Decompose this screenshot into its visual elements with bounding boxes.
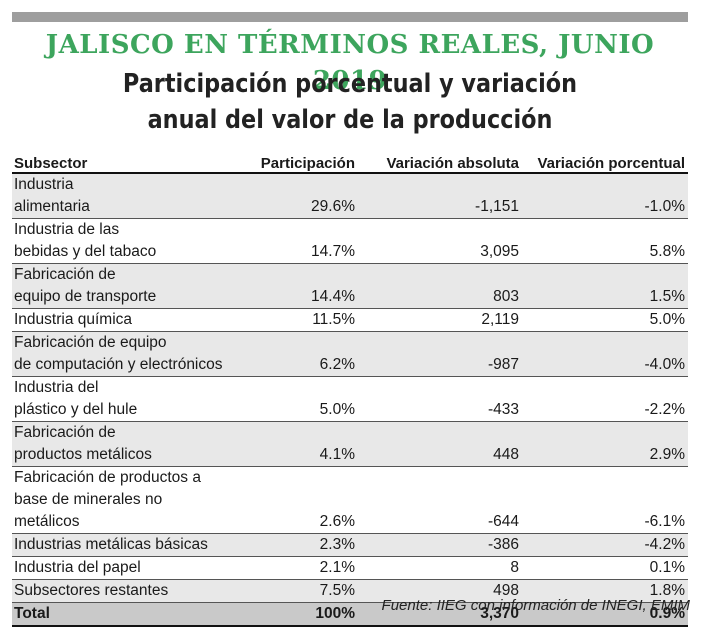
subsector-cell: Fabricación de equipo de computación y el… <box>12 331 232 377</box>
production-table: Subsector Participación Variación absolu… <box>12 151 688 627</box>
subsector-line-1: Industria química <box>14 311 133 328</box>
table-row: Industrias metálicas básicas 2.3% -386 -4.2… <box>12 533 688 557</box>
subsector-line-1: Industria del <box>14 379 99 396</box>
variacion-absoluta-cell: -644 <box>358 466 522 534</box>
participacion-cell: 4.1% <box>232 421 358 467</box>
participacion-cell: 29.6% <box>232 173 358 219</box>
variacion-porcentual-cell: -4.2% <box>522 533 688 557</box>
subsector-line-2: equipo de transporte <box>14 288 157 305</box>
table-row: Fabricación de productos metálicos 4.1% 448… <box>12 421 688 467</box>
variacion-absoluta-cell: -1,151 <box>358 173 522 219</box>
subsector-cell: Industria del plástico y del hule <box>12 376 232 422</box>
table-header-row: Subsector Participación Variación absolu… <box>12 151 688 174</box>
subsector-line-1: Fabricación de productos a <box>14 469 201 486</box>
table-row: Industria de las bebidas y del tabaco 14.7… <box>12 218 688 264</box>
subsector-line-2: de computación y electrónicos <box>14 356 223 373</box>
variacion-absoluta-cell: 448 <box>358 421 522 467</box>
variacion-porcentual-cell: 5.0% <box>522 308 688 332</box>
table-row: Subsectores restantes 7.5% 498 1.8% <box>12 579 688 603</box>
participacion-cell: 2.3% <box>232 533 358 557</box>
subsector-line-1: Industria <box>14 176 74 193</box>
subsector-line-2: base de minerales no metálicos <box>14 491 163 530</box>
subsector-line-1: Fabricación de <box>14 424 116 441</box>
subsector-cell: Industrias metálicas básicas <box>12 533 232 557</box>
participacion-cell: 2.1% <box>232 556 358 580</box>
participacion-cell: 7.5% <box>232 579 358 603</box>
column-header-variacion-absoluta: Variación absoluta <box>358 151 522 174</box>
variacion-absoluta-cell: -987 <box>358 331 522 377</box>
variacion-porcentual-cell: -6.1% <box>522 466 688 534</box>
subtitle-line-1: Participación porcentual y variación <box>122 69 578 99</box>
participacion-cell: 14.7% <box>232 218 358 264</box>
participacion-cell: 6.2% <box>232 331 358 377</box>
subsector-cell: Industria alimentaria <box>12 173 232 219</box>
variacion-absoluta-cell: 2,119 <box>358 308 522 332</box>
subsector-line-1: Industria de las <box>14 221 120 238</box>
variacion-porcentual-cell: 1.5% <box>522 263 688 309</box>
variacion-absoluta-cell: -386 <box>358 533 522 557</box>
total-variacion-absoluta: 3,370 <box>358 602 522 627</box>
subsector-line-1: Industria del papel <box>14 559 141 576</box>
subsector-line-2: bebidas y del tabaco <box>14 243 157 260</box>
subsector-line-2: plástico y del hule <box>14 401 138 418</box>
participacion-cell: 2.6% <box>232 466 358 534</box>
subsector-line-2: alimentaria <box>14 198 90 215</box>
participacion-cell: 5.0% <box>232 376 358 422</box>
subsector-line-2: productos metálicos <box>14 446 152 463</box>
subsector-cell: Industria del papel <box>12 556 232 580</box>
table-row: Fabricación de equipo de transporte 14.4% 8… <box>12 263 688 309</box>
subsector-cell: Fabricación de productos a base de minera… <box>12 466 232 534</box>
total-participacion: 100% <box>232 602 358 627</box>
table-row: Industria alimentaria 29.6% -1,151 -1.0% <box>12 173 688 219</box>
subsector-line-1: Fabricación de <box>14 266 116 283</box>
subsector-line-1: Subsectores restantes <box>14 582 169 599</box>
variacion-absoluta-cell: 3,095 <box>358 218 522 264</box>
column-header-participacion: Participación <box>232 151 358 174</box>
subsector-line-1: Industrias metálicas básicas <box>14 536 208 553</box>
participacion-cell: 11.5% <box>232 308 358 332</box>
variacion-porcentual-cell: -2.2% <box>522 376 688 422</box>
source-note: Fuente: IIEG con información de INEGI, E… <box>381 597 690 614</box>
variacion-porcentual-cell: -1.0% <box>522 173 688 219</box>
participacion-cell: 14.4% <box>232 263 358 309</box>
subsector-cell: Fabricación de equipo de transporte <box>12 263 232 309</box>
table-row: Fabricación de equipo de computación y el… <box>12 331 688 377</box>
variacion-porcentual-cell: 5.8% <box>522 218 688 264</box>
variacion-porcentual-cell: 0.1% <box>522 556 688 580</box>
total-row: Total 100% 3,370 0.9% <box>12 602 688 627</box>
column-header-subsector: Subsector <box>12 151 232 174</box>
variacion-absoluta-cell: 803 <box>358 263 522 309</box>
variacion-porcentual-cell: -4.0% <box>522 331 688 377</box>
variacion-porcentual-cell: 1.8% <box>522 579 688 603</box>
table-row: Industria química 11.5% 2,119 5.0% <box>12 308 688 332</box>
variacion-absoluta-cell: -433 <box>358 376 522 422</box>
column-header-variacion-porcentual: Variación porcentual <box>522 151 688 174</box>
subsector-cell: Fabricación de productos metálicos <box>12 421 232 467</box>
subsector-cell: Industria de las bebidas y del tabaco <box>12 218 232 264</box>
subsector-line-1: Fabricación de equipo <box>14 334 167 351</box>
top-bar <box>12 12 688 22</box>
variacion-absoluta-cell: 498 <box>358 579 522 603</box>
total-label: Total <box>12 602 232 627</box>
table-row: Industria del papel 2.1% 8 0.1% <box>12 556 688 580</box>
table-row: Industria del plástico y del hule 5.0% -433… <box>12 376 688 422</box>
subsector-cell: Subsectores restantes <box>12 579 232 603</box>
variacion-porcentual-cell: 2.9% <box>522 421 688 467</box>
subtitle-line-2: anual del valor de la producción <box>147 105 553 135</box>
headline-title: JALISCO EN TÉRMINOS REALES, JUNIO 2019 <box>45 30 655 96</box>
table-row: Fabricación de productos a base de minera… <box>12 466 688 534</box>
variacion-absoluta-cell: 8 <box>358 556 522 580</box>
subtitle: Participación porcentual y variación anu… <box>59 66 640 138</box>
subsector-cell: Industria química <box>12 308 232 332</box>
